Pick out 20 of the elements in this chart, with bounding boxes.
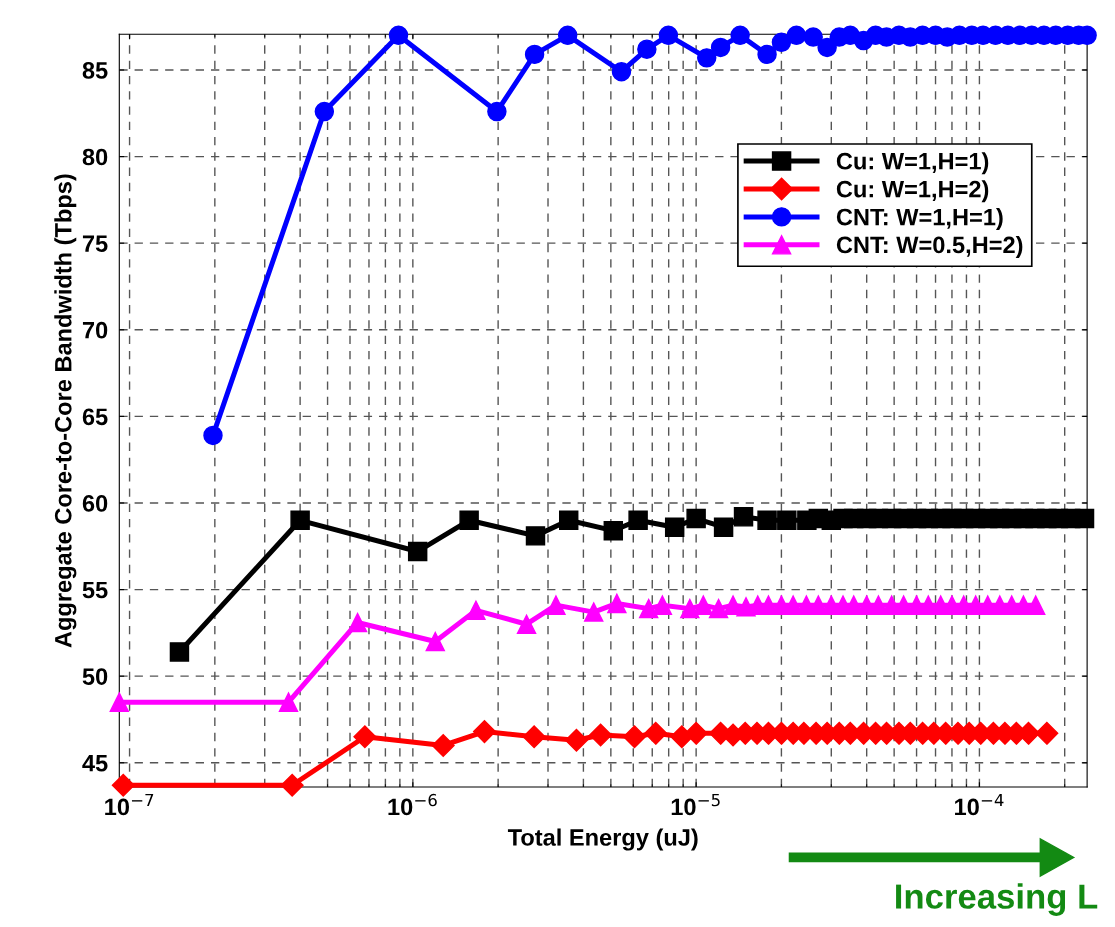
- legend-label: CNT: W=0.5,H=2): [836, 235, 1023, 258]
- x-tick-label: 10$^{−6}$: [388, 793, 437, 816]
- x-axis-title: Total Energy (uJ): [507, 828, 698, 851]
- y-tick-label: 65: [82, 408, 108, 426]
- x-tick-label: 10$^{−5}$: [671, 793, 720, 816]
- y-tick-label: 50: [82, 668, 108, 685]
- y-tick-label: 60: [82, 495, 108, 512]
- y-axis-title: Aggregate Core-to-Core Bandwidth (Tbps): [54, 174, 77, 648]
- x-tick-label: 10$^{−4}$: [955, 793, 1004, 816]
- legend-label: Cu: W=1,H=1): [836, 152, 989, 175]
- y-tick-label: 85: [82, 62, 108, 79]
- y-tick-label: 55: [82, 581, 108, 599]
- legend-label: Cu: W=1,H=2): [836, 180, 989, 203]
- x-tick-label: 10$^{−7}$: [105, 793, 154, 816]
- y-tick-label: 80: [82, 148, 108, 166]
- y-tick-label: 75: [82, 235, 108, 252]
- y-tick-label: 45: [82, 755, 108, 772]
- text: Increasing L: [896, 883, 1098, 916]
- y-tick-label: 70: [82, 321, 108, 339]
- legend-label: CNT: W=1,H=1): [836, 208, 1003, 231]
